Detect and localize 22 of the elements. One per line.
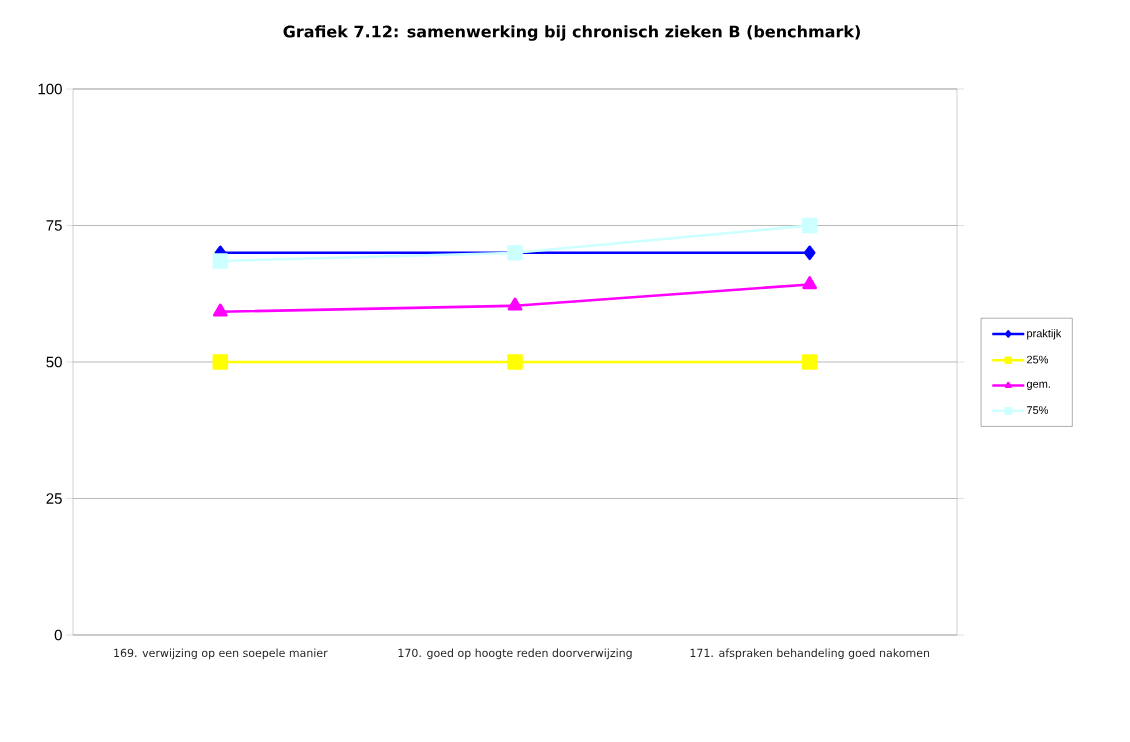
point	[803, 245, 816, 261]
point	[507, 354, 523, 370]
y-tick-label: 100	[38, 83, 62, 95]
y-tick-label: 25	[46, 493, 62, 504]
legend-label: 75%	[1027, 406, 1049, 414]
chart-title: Grafiek 7.12: samenwerking bij chronisch zieken B (benchmark)	[283, 25, 860, 41]
legend-label: 25%	[1027, 355, 1049, 364]
x-tick-label: 171. afspraken behandeling goed nakomen	[690, 648, 930, 660]
y-tick-label: 75	[46, 220, 62, 231]
point	[212, 354, 229, 370]
point	[801, 354, 818, 370]
x-tick-label: 170. goed op hoogte reden doorverwijzing	[398, 648, 632, 660]
y-tick-label: 50	[46, 356, 62, 368]
point	[212, 303, 228, 317]
point	[802, 276, 818, 290]
point	[801, 217, 818, 234]
x-tick-label: 169. verwijzing op een soepele manier	[114, 648, 328, 660]
point	[507, 297, 523, 311]
y-tick-label: 0	[54, 629, 62, 641]
legend-label: gem.	[1026, 381, 1050, 391]
point	[212, 253, 229, 269]
legend-label: praktijk	[1027, 329, 1062, 340]
